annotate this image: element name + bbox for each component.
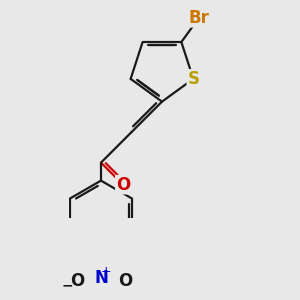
Text: O: O [116, 176, 130, 194]
Text: N: N [94, 269, 108, 287]
Text: −: − [61, 278, 73, 292]
Text: +: + [101, 265, 112, 278]
Text: S: S [187, 70, 199, 88]
Text: O: O [118, 272, 132, 290]
Text: O: O [70, 272, 84, 290]
Text: Br: Br [188, 9, 209, 27]
